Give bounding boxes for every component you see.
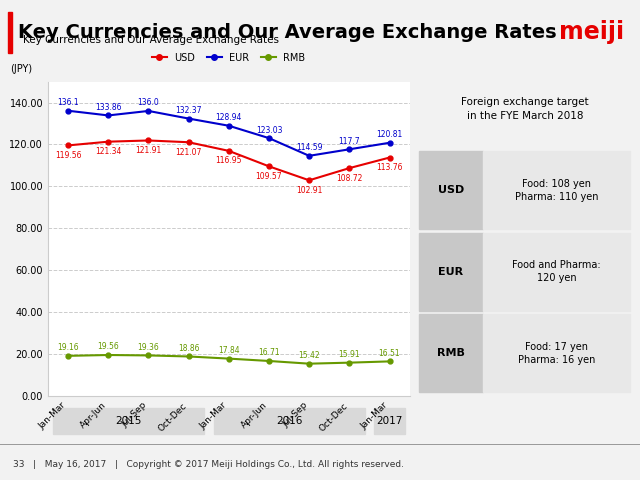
EUR — [104, 112, 112, 118]
USD — [185, 139, 193, 145]
Text: 121.34: 121.34 — [95, 147, 122, 156]
Text: 19.36: 19.36 — [138, 343, 159, 352]
Bar — [419, 151, 483, 229]
Text: 15.91: 15.91 — [339, 350, 360, 359]
Text: 113.76: 113.76 — [376, 163, 403, 172]
RMB — [305, 361, 313, 367]
Bar — [419, 233, 483, 311]
Text: 2017: 2017 — [376, 416, 403, 426]
Bar — [483, 233, 630, 311]
EUR — [225, 123, 232, 129]
Text: 19.56: 19.56 — [97, 342, 119, 351]
Text: 33   |   May 16, 2017   |   Copyright © 2017 Meiji Holdings Co., Ltd. All rights: 33 | May 16, 2017 | Copyright © 2017 Mei… — [13, 460, 404, 469]
Text: Foreign exchange target
in the FYE March 2018: Foreign exchange target in the FYE March… — [461, 97, 589, 121]
USD — [225, 148, 232, 154]
USD — [265, 164, 273, 169]
EUR — [305, 153, 313, 159]
Text: RMB: RMB — [437, 348, 465, 359]
Text: 121.91: 121.91 — [135, 146, 161, 155]
Text: 16.71: 16.71 — [258, 348, 280, 358]
Text: 123.03: 123.03 — [256, 126, 282, 134]
Text: 121.07: 121.07 — [175, 148, 202, 157]
Text: meiji: meiji — [559, 20, 624, 44]
Text: Food and Pharma:
120 yen: Food and Pharma: 120 yen — [512, 260, 601, 283]
Text: EUR: EUR — [438, 267, 463, 277]
RMB — [265, 358, 273, 364]
Text: USD: USD — [438, 185, 464, 195]
EUR — [185, 116, 193, 121]
RMB — [386, 359, 394, 364]
Line: RMB: RMB — [66, 353, 392, 366]
Bar — [483, 151, 630, 229]
EUR — [64, 108, 72, 114]
Text: 2015: 2015 — [115, 416, 141, 426]
USD — [64, 143, 72, 148]
Text: 136.1: 136.1 — [57, 98, 79, 107]
Text: 19.16: 19.16 — [57, 343, 79, 352]
Text: Food: 17 yen
Pharma: 16 yen: Food: 17 yen Pharma: 16 yen — [518, 342, 595, 365]
EUR — [265, 135, 273, 141]
RMB — [104, 352, 112, 358]
Text: 114.59: 114.59 — [296, 143, 323, 152]
Line: USD: USD — [66, 138, 392, 183]
Text: 120.81: 120.81 — [376, 130, 403, 139]
USD — [145, 138, 152, 144]
Text: 132.37: 132.37 — [175, 106, 202, 115]
Legend: USD, EUR, RMB: USD, EUR, RMB — [148, 49, 310, 67]
Bar — [419, 314, 483, 392]
Text: 2016: 2016 — [276, 416, 302, 426]
Text: 109.57: 109.57 — [255, 172, 282, 181]
Text: 119.56: 119.56 — [55, 151, 81, 160]
Bar — [214, 408, 365, 434]
Text: 116.95: 116.95 — [216, 156, 242, 166]
Text: 133.86: 133.86 — [95, 103, 122, 112]
EUR — [386, 140, 394, 145]
Text: 15.42: 15.42 — [298, 351, 320, 360]
Text: 18.86: 18.86 — [178, 344, 200, 353]
USD — [346, 165, 353, 171]
EUR — [145, 108, 152, 114]
Text: 17.84: 17.84 — [218, 346, 239, 355]
Text: Key Currencies and Our Average Exchange Rates: Key Currencies and Our Average Exchange … — [22, 35, 278, 45]
Bar — [8, 12, 12, 53]
Bar — [374, 408, 404, 434]
Bar — [483, 314, 630, 392]
USD — [386, 155, 394, 160]
Text: 136.0: 136.0 — [138, 98, 159, 108]
Text: 108.72: 108.72 — [336, 174, 362, 182]
Line: EUR: EUR — [66, 108, 392, 158]
Bar — [53, 408, 204, 434]
Text: Food: 108 yen
Pharma: 110 yen: Food: 108 yen Pharma: 110 yen — [515, 179, 598, 202]
RMB — [185, 354, 193, 360]
Text: (JPY): (JPY) — [10, 64, 32, 74]
RMB — [225, 356, 232, 361]
Text: Key Currencies and Our Average Exchange Rates: Key Currencies and Our Average Exchange … — [18, 23, 557, 42]
USD — [104, 139, 112, 144]
RMB — [346, 360, 353, 366]
Text: 117.7: 117.7 — [339, 137, 360, 146]
Text: 16.51: 16.51 — [379, 349, 401, 358]
USD — [305, 178, 313, 183]
RMB — [64, 353, 72, 359]
RMB — [145, 352, 152, 358]
EUR — [346, 146, 353, 152]
Text: 102.91: 102.91 — [296, 186, 323, 195]
Text: 128.94: 128.94 — [216, 113, 242, 122]
